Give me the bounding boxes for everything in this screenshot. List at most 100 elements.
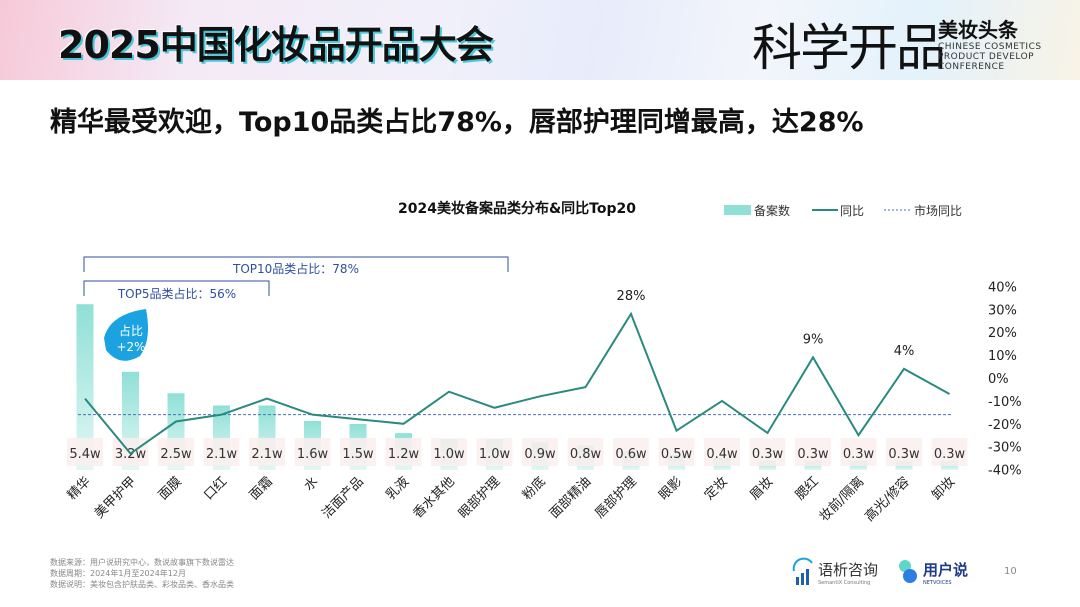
value-label-bg	[340, 438, 376, 466]
slogan: 科学开品	[752, 19, 946, 77]
value-label-bg	[840, 438, 877, 466]
category-label: 美甲护甲	[92, 474, 139, 521]
category-label: 面霜	[247, 474, 276, 503]
category-label: 香水其他	[410, 474, 457, 521]
value-label: 0.8w	[570, 447, 602, 462]
value-label-bg	[749, 438, 786, 466]
value-label: 0.3w	[797, 447, 829, 462]
value-label-bg	[112, 438, 149, 466]
value-label-bg	[704, 438, 740, 466]
value-label-bg	[67, 438, 103, 466]
top10-bracket	[83, 256, 509, 272]
value-label: 5.4w	[69, 447, 101, 462]
y2-tick-label: -30%	[988, 441, 1022, 456]
value-label: 1.2w	[388, 447, 420, 462]
yoy-line	[84, 311, 950, 455]
value-label-bg	[294, 438, 331, 466]
y2-tick-label: 30%	[988, 303, 1017, 318]
category-label: 眼部护理	[456, 474, 503, 521]
english-line: CONFERENCE	[938, 62, 1005, 72]
category-label: 口红	[201, 474, 231, 504]
footer-notes: 数据来源：用户说研究中心，数说故事旗下数说雷达 数据周期：2024年1月至202…	[50, 557, 234, 590]
category-label: 粉底	[519, 474, 549, 504]
value-label-bg	[203, 438, 240, 466]
value-label-bg	[886, 438, 922, 466]
category-label: 眉妆	[747, 474, 776, 503]
value-label: 2.1w	[206, 447, 238, 462]
legend-market-label: 市场同比	[914, 203, 962, 218]
y2-tick-label: -20%	[988, 418, 1022, 433]
value-label: 0.5w	[661, 447, 693, 462]
yoy-point-label: 4%	[894, 344, 915, 359]
yoy-point-label: 9%	[803, 332, 824, 347]
value-label: 0.9w	[524, 447, 556, 462]
brand-english: CHINESE COSMETICS PRODUCT DEVELOP CONFER…	[938, 42, 1042, 72]
category-label: 乳液	[383, 474, 412, 503]
data-source: 数据来源：用户说研究中心，数说故事旗下数说雷达	[50, 558, 234, 567]
semantix-logo: 语析咨询 SemantiX Consulting	[790, 557, 878, 587]
value-label: 1.6w	[297, 447, 329, 462]
semantix-logo-icon	[792, 557, 813, 585]
top5-annotation: TOP5品类占比：56%	[117, 286, 236, 301]
chart-title: 2024美妆备案品类分布&同比Top20	[398, 200, 636, 217]
category-label: 面膜	[156, 474, 185, 503]
value-label: 0.3w	[752, 447, 784, 462]
value-label-bg	[522, 438, 558, 466]
category-label: 高光/修容	[862, 474, 913, 525]
category-label: 腮红	[792, 474, 822, 504]
category-label: 定妆	[702, 474, 731, 503]
data-note: 数据说明：美妆包含护肤品类、彩妆品类、香水品类	[50, 580, 234, 589]
value-label-bg	[385, 438, 422, 466]
value-label: 0.3w	[843, 447, 875, 462]
category-label: 面部精油	[547, 474, 594, 521]
value-label: 1.0w	[433, 447, 465, 462]
logo2-name: 用户说	[923, 560, 969, 579]
value-label: 1.0w	[479, 447, 511, 462]
page-number: 10	[1004, 566, 1017, 577]
category-label: 唇部护理	[592, 474, 639, 521]
header-banner: 2025中国化妆品开品大会 科学开品 美妆头条 CHINESE COSMETIC…	[0, 0, 1080, 80]
logo1-name: 语析咨询	[818, 560, 879, 579]
y2-tick-label: -10%	[988, 395, 1022, 410]
value-label-bg	[567, 438, 604, 466]
value-label: 0.4w	[706, 447, 738, 462]
category-label: 卸妆	[929, 474, 959, 504]
logo1-sub: SemantiX Consulting	[818, 579, 871, 586]
category-label: 眼影	[656, 474, 685, 503]
value-label: 1.5w	[342, 447, 374, 462]
english-line: CHINESE COSMETICS	[938, 42, 1042, 52]
value-label-bg	[613, 438, 649, 466]
category-label: 精华	[65, 474, 94, 503]
legend-bar-label: 备案数	[754, 203, 790, 218]
english-line: PRODUCT DEVELOP	[938, 52, 1035, 62]
value-label: 0.3w	[934, 447, 966, 462]
y2-tick-label: 20%	[988, 326, 1017, 341]
top10-annotation: TOP10品类占比：78%	[232, 261, 359, 276]
value-label: 2.5w	[160, 447, 192, 462]
bubble-text-line1: 占比	[119, 323, 143, 338]
data-period: 数据周期：2024年1月至2024年12月	[50, 569, 186, 578]
logo2-sub: NETVOICES	[923, 579, 952, 586]
conference-title: 2025中国化妆品开品大会	[58, 23, 494, 67]
value-label-bg	[795, 438, 831, 466]
top5-bracket	[83, 280, 270, 296]
share-bubble	[104, 309, 148, 361]
category-label: 水	[302, 474, 322, 494]
category-label: 洁面产品	[319, 474, 366, 521]
value-label-bg	[476, 438, 513, 466]
legend-line-label: 同比	[840, 204, 864, 218]
legend-bar-swatch	[724, 205, 751, 215]
bubble-text-line2: +2%	[116, 340, 145, 354]
slide-headline: 精华最受欢迎，Top10品类占比78%，唇部护理同增最高，达28%	[50, 107, 864, 138]
value-label-bg	[249, 438, 285, 466]
value-label: 0.6w	[615, 447, 647, 462]
netvoices-logo-icon	[899, 560, 917, 583]
netvoices-logo: 用户说 NETVOICES	[897, 557, 968, 587]
value-label: 2.1w	[251, 447, 283, 462]
value-label-bg	[658, 438, 695, 466]
value-label-bg	[431, 438, 467, 466]
category-label: 妆前/隔离	[816, 474, 867, 525]
yoy-point-label: 28%	[617, 289, 646, 304]
value-label-bg	[931, 438, 968, 466]
